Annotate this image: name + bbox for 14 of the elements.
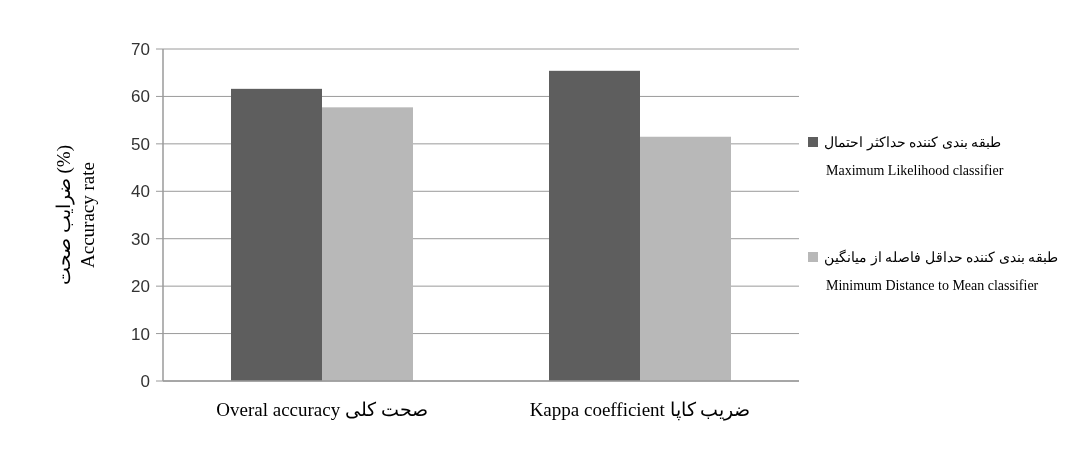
y-tick-label: 10 [131,324,150,344]
y-tick-label: 30 [131,229,150,249]
y-tick-label: 40 [131,182,150,202]
bar [549,70,640,381]
y-tick-label: 20 [131,277,150,297]
bar [640,136,731,381]
x-tick-label: Kappa coefficient ضریب کاپا [529,399,751,421]
x-tick-label: Overal accuracy صحت کلی [216,399,428,420]
y-tick-label: 0 [140,372,150,391]
bar [322,107,413,381]
bar [231,88,322,381]
y-tick-label: 70 [131,40,150,59]
y-tick-label: 60 [131,87,150,107]
y-tick-label: 50 [131,134,150,154]
